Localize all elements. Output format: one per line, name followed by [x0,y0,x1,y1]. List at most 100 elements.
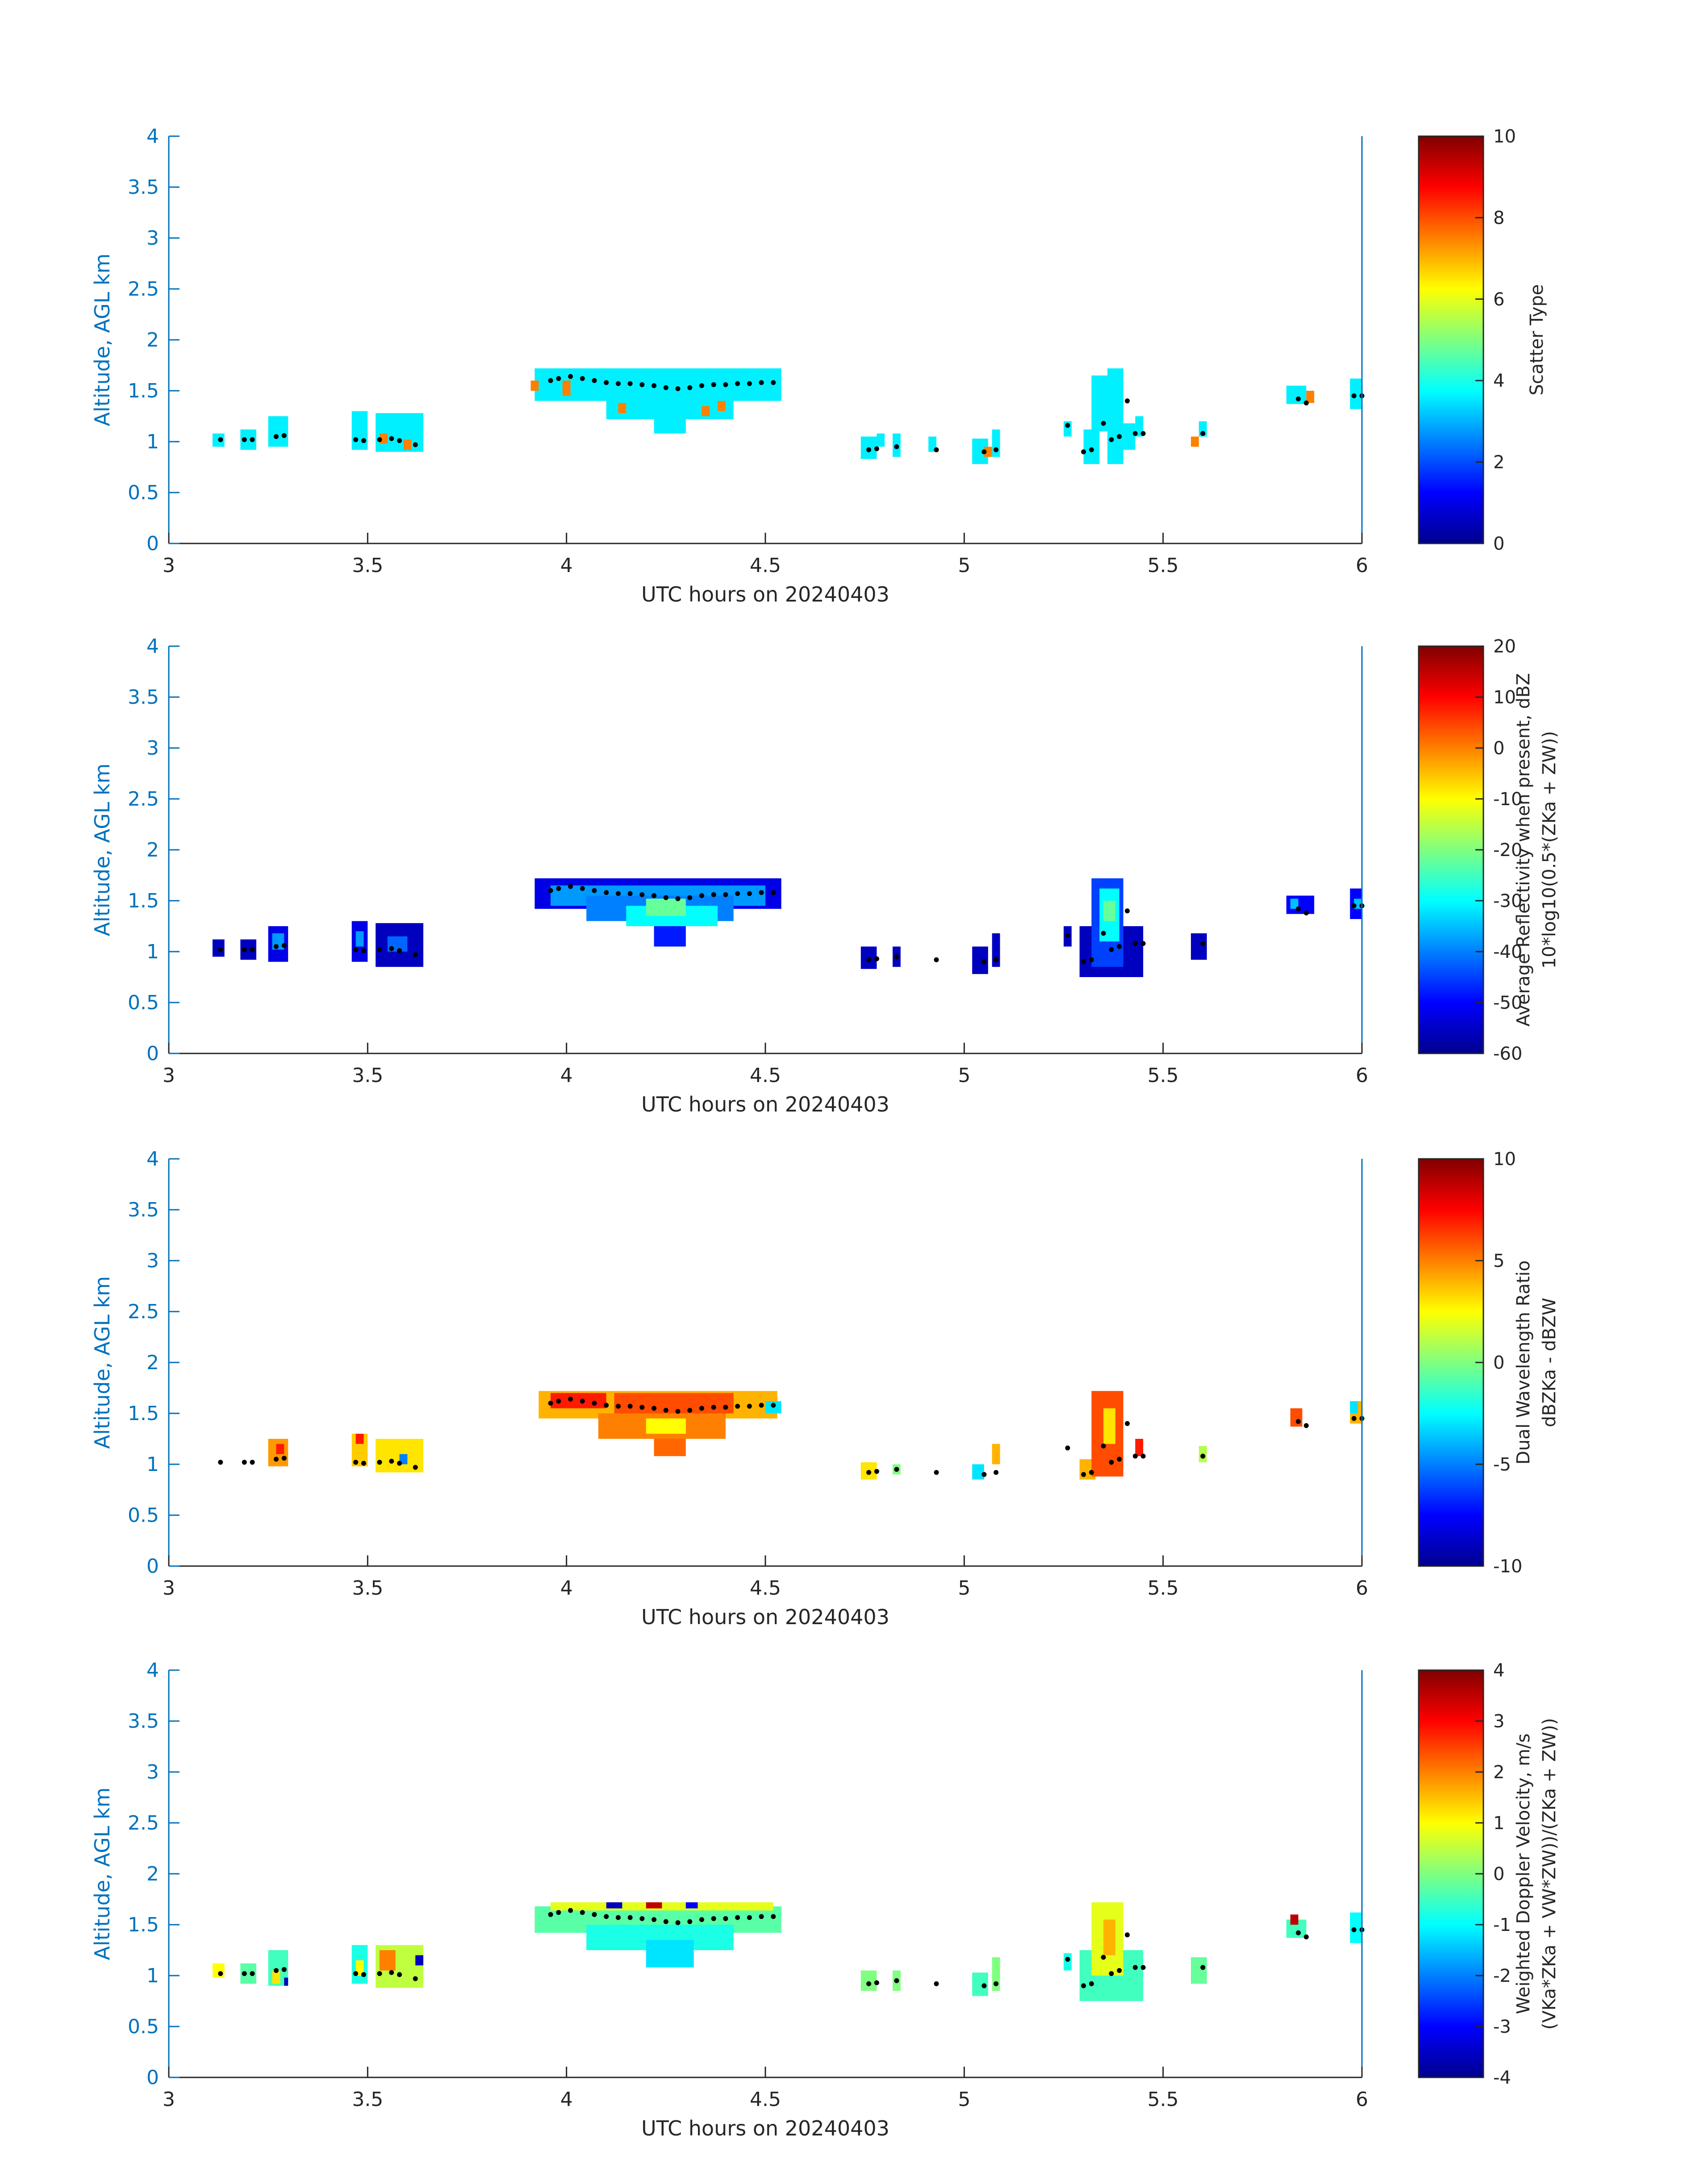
trace-point [747,1915,752,1920]
trace-point [1351,1416,1357,1421]
heatmap-cell [535,368,781,401]
y-tick-label: 2 [146,329,159,351]
trace-point [604,890,609,895]
trace-point [675,1408,681,1414]
heatmap-cell [1350,1912,1362,1943]
heatmap-cell [1306,391,1315,403]
trace-point [1089,1981,1094,1986]
heatmap-cell [702,406,710,416]
heatmap-cell [646,1940,694,1968]
heatmap-cell [860,1970,877,1991]
trace-point [568,884,573,889]
trace-point [699,893,704,898]
heatmap-cell [618,403,626,414]
trace-point [651,893,657,898]
x-tick-label: 3.5 [352,2088,383,2111]
colorbar: -4 -3 -2 -1 0 1 2 3 4 Weighted Doppler Velocity, … [1418,1660,1560,2088]
trace-point [981,1983,987,1989]
trace-point [771,380,776,385]
x-tick-label: 5.5 [1148,2088,1179,2111]
colorbar-tick-label: -5 [1493,1454,1511,1475]
trace-point [639,1916,645,1921]
y-axis-label: Altitude, AGL km [90,763,114,936]
y-tick-label: 0 [146,1555,159,1578]
colorbar-tick-label: -10 [1493,1556,1522,1577]
trace-point [675,896,681,901]
heatmap-cell [1290,898,1299,909]
colorbar-tick-label: -3 [1493,2017,1511,2037]
trace-point [1303,1934,1309,1939]
y-tick-label: 0 [146,2066,159,2089]
x-tick-label: 4.5 [750,1577,781,1600]
trace-point [273,1457,279,1462]
heatmap-cell [992,1444,1000,1464]
trace-point [1101,931,1106,936]
trace-point [556,1399,561,1404]
heatmap-cells [212,878,1362,977]
trace-point [1303,910,1309,915]
colorbar-tick-label: -1 [1493,1915,1511,1935]
heatmap-cell [685,1902,698,1909]
y-tick-label: 2.5 [128,1812,159,1834]
x-axis-label: UTC hours on 20240403 [641,2116,889,2140]
colorbar-tick-label: 0 [1493,534,1504,554]
y-tick-label: 2 [146,839,159,861]
trace-point [675,1920,681,1925]
colorbar-tick-label: -60 [1493,1044,1522,1064]
trace-point [242,437,247,442]
heatmap-cell [380,433,388,444]
trace-point [1109,1971,1114,1976]
colorbar: 0 2 4 6 8 10 Scatter Type [1418,126,1547,554]
x-axis-label: UTC hours on 20240403 [641,582,889,606]
trace-point [592,1912,597,1917]
trace-point [711,1404,716,1410]
heatmap-cell [380,1950,396,1971]
y-tick-label: 0 [146,1042,159,1065]
trace-point [568,1908,573,1913]
heatmap-cell [646,898,686,916]
trace-point [934,1470,939,1475]
trace-point [874,446,879,451]
trace-point [556,886,561,891]
heatmap-cell [718,401,726,411]
heatmap-cell [530,380,539,391]
heatmap-cell [268,416,288,447]
trace-point [894,1978,899,1983]
trace-point [994,1470,999,1475]
trace-point [361,948,366,953]
trace-point [615,1915,621,1920]
cloud-base-trace [218,374,1365,455]
trace-point [639,382,645,387]
trace-point [580,886,585,891]
trace-point [735,891,740,896]
y-tick-label: 1 [146,1964,159,1987]
y-tick-label: 2.5 [128,1300,159,1323]
trace-point [723,382,728,387]
trace-point [675,386,681,391]
trace-point [1065,1957,1070,1962]
trace-point [556,1910,561,1915]
heatmap-cell [654,417,686,434]
trace-point [1132,431,1138,436]
heatmap-cell [1123,423,1136,450]
trace-point [1089,1470,1094,1475]
heatmap-cell [928,436,936,452]
x-tick-label: 3.5 [352,554,383,577]
trace-point [413,952,418,957]
heatmap-cell [355,1960,364,1976]
trace-point [651,1917,657,1922]
trace-point [771,1914,776,1919]
x-tick-label: 5.5 [1148,1577,1179,1600]
colorbar-tick-label: 20 [1493,636,1516,657]
heatmap-cell [1064,1953,1072,1971]
trace-point [548,378,553,383]
y-tick-label: 2.5 [128,788,159,811]
trace-point [1109,1459,1114,1465]
trace-point [353,947,359,952]
panel-2: 0 0.5 1 1.5 2 2.5 3 3.5 4 3 3.5 4 4.5 5 5.5 6 UTC hours … [90,635,1560,1116]
trace-point [1101,421,1106,426]
trace-point [771,890,776,895]
trace-point [218,437,223,442]
colorbar-tick-label: 2 [1493,452,1504,473]
trace-point [250,947,255,952]
